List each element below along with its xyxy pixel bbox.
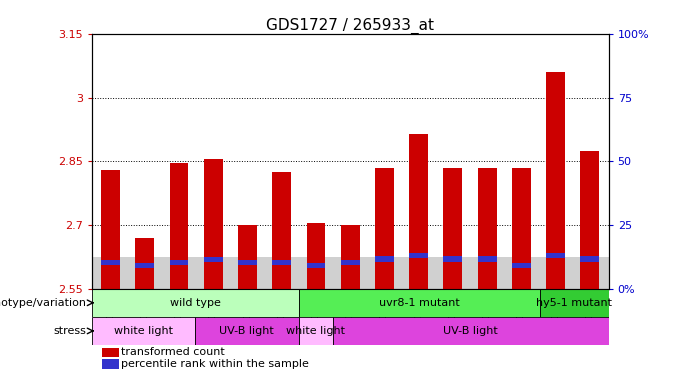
Bar: [102, 359, 119, 369]
Text: stress: stress: [54, 326, 86, 336]
Text: white light: white light: [114, 326, 173, 336]
Bar: [101, 260, 120, 265]
Text: wild type: wild type: [170, 298, 220, 308]
Text: UV-B light: UV-B light: [220, 326, 274, 336]
Bar: [307, 223, 326, 289]
Bar: [443, 256, 462, 261]
Bar: [195, 317, 299, 345]
Bar: [341, 260, 360, 265]
Text: UV-B light: UV-B light: [443, 326, 498, 336]
Bar: [92, 317, 195, 345]
Bar: [540, 289, 609, 317]
Bar: [272, 260, 291, 265]
Bar: [333, 317, 609, 345]
Bar: [409, 134, 428, 289]
Bar: [512, 263, 530, 268]
Bar: [299, 317, 333, 345]
Text: transformed count: transformed count: [121, 347, 224, 357]
Bar: [299, 289, 540, 317]
Bar: [135, 263, 154, 268]
Bar: [546, 72, 565, 289]
Bar: [546, 253, 565, 258]
Bar: [580, 151, 599, 289]
Bar: [443, 168, 462, 289]
Bar: [170, 260, 188, 265]
Bar: [170, 164, 188, 289]
Bar: [375, 168, 394, 289]
Bar: [92, 289, 299, 317]
Text: percentile rank within the sample: percentile rank within the sample: [121, 359, 309, 369]
Bar: [477, 256, 496, 261]
Text: hy5-1 mutant: hy5-1 mutant: [536, 298, 612, 308]
Bar: [409, 253, 428, 258]
Bar: [375, 256, 394, 261]
Bar: [477, 168, 496, 289]
Bar: [307, 263, 326, 268]
Text: uvr8-1 mutant: uvr8-1 mutant: [379, 298, 460, 308]
Bar: [204, 159, 223, 289]
Bar: [135, 238, 154, 289]
Title: GDS1727 / 265933_at: GDS1727 / 265933_at: [266, 18, 435, 34]
Bar: [92, 257, 609, 289]
Bar: [512, 168, 530, 289]
Bar: [92, 266, 609, 289]
Bar: [341, 225, 360, 289]
Bar: [580, 256, 599, 261]
Bar: [238, 260, 257, 265]
Text: genotype/variation: genotype/variation: [0, 298, 86, 308]
Bar: [101, 170, 120, 289]
Text: white light: white light: [286, 326, 345, 336]
Bar: [272, 172, 291, 289]
Bar: [238, 225, 257, 289]
Bar: [204, 257, 223, 262]
Bar: [102, 348, 119, 357]
